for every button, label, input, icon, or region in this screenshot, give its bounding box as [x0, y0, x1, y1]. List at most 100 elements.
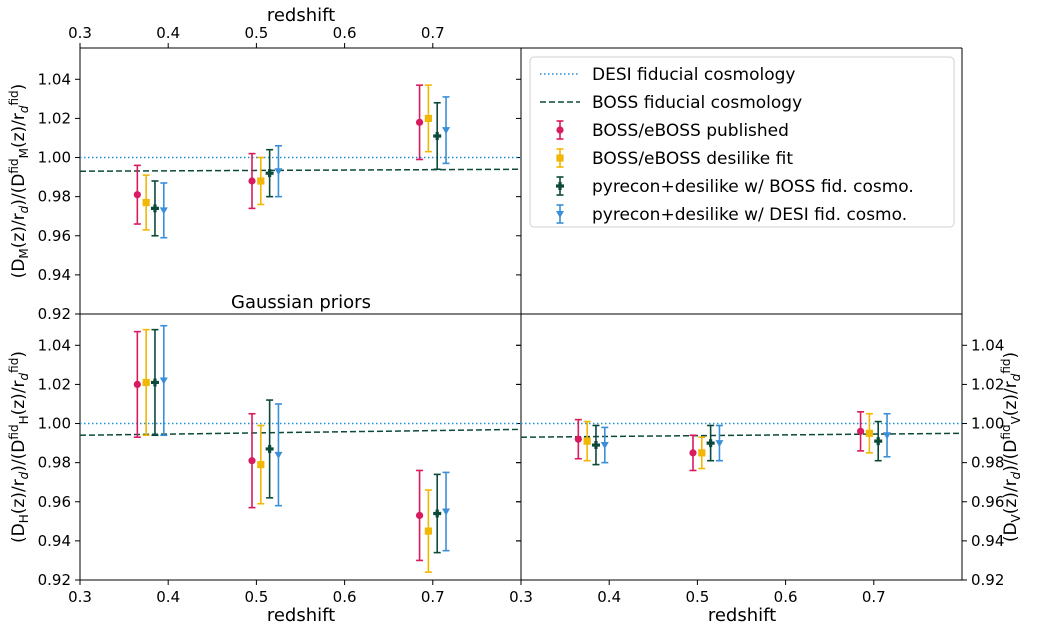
ylabel-part: d — [17, 105, 31, 113]
triangle-marker — [159, 377, 168, 385]
circle-marker — [415, 118, 424, 126]
legend: DESI fiducial cosmology BOSS fiducial cos… — [529, 56, 955, 228]
panel-dh-published-point — [248, 412, 256, 509]
triangle-marker — [274, 168, 283, 176]
legend-label: pyrecon+desilike w/ DESI fid. cosmo. — [592, 205, 907, 225]
panel-dh-published-point — [415, 469, 424, 562]
panel-dv-pyrecon-desi-point — [715, 424, 724, 462]
ylabel-part: d — [1009, 373, 1023, 381]
legend-box — [529, 56, 955, 228]
panel-dm-pyrecon-boss-point — [265, 148, 274, 198]
square-marker — [257, 177, 265, 185]
panel-dm-boss-fiducial-line — [79, 168, 522, 172]
ylabel-part: )/(D — [9, 440, 29, 472]
legend-label: BOSS fiducial cosmology — [592, 93, 802, 113]
ylabel-part: d — [17, 205, 31, 213]
panel-dm-ytick-label: 0.94 — [38, 266, 71, 284]
annotation-gaussian-priors: Gaussian priors — [231, 292, 371, 313]
circle-marker — [574, 435, 582, 443]
panel-dh-xtick-label: 0.6 — [333, 588, 357, 606]
ylabel-part: ) — [1001, 352, 1021, 359]
panel-dh-ytick-label: 0.92 — [38, 571, 71, 589]
panel-dm-top-xtick-label: 0.5 — [244, 24, 268, 42]
cross-marker — [433, 132, 442, 141]
panel-dh-pyrecon-desi-point — [274, 403, 283, 507]
legend-label: pyrecon+desilike w/ BOSS fid. cosmo. — [592, 177, 914, 197]
panel-dm-pyrecon-desi-point — [274, 144, 283, 198]
circle-marker — [248, 177, 256, 185]
square-marker — [583, 437, 591, 445]
panel-dv-pyrecon-boss-point — [874, 420, 883, 462]
cross-marker — [874, 437, 883, 446]
panel-dv-xtick-label: 0.3 — [509, 588, 533, 606]
legend-entry-desi-fid: DESI fiducial cosmology — [540, 65, 795, 85]
ylabel-part: ) — [9, 351, 29, 358]
panel-dh-ytick-label: 1.00 — [38, 415, 71, 433]
ylabel-part: fid — [999, 424, 1013, 439]
panel-dh-pyrecon-boss-point — [433, 473, 442, 554]
square-marker — [698, 449, 706, 457]
panel-dv-ytick-label: 0.98 — [971, 454, 1004, 472]
ylabel-part: (z)/r — [1001, 479, 1021, 514]
cross-marker — [265, 444, 274, 453]
panel-dm-published-point — [133, 164, 141, 225]
legend-entry-desilike: BOSS/eBOSS desilike fit — [556, 148, 793, 169]
panel-dh-desilike-point — [424, 489, 432, 573]
panel-dh-desilike-point — [142, 328, 150, 437]
ylabel-part: (z)/r — [9, 113, 29, 148]
panel-dh-pyrecon-desi-point — [159, 324, 168, 437]
ylabel-part: H — [17, 415, 31, 424]
ylabel-part: ) — [9, 84, 29, 91]
ylabel-part: H — [17, 514, 31, 523]
square-marker — [556, 154, 564, 162]
cross-marker — [150, 378, 159, 387]
labels-layer: redshift Gaussian priors redshift redshi… — [7, 5, 1023, 626]
panel-dv-desilike-point — [583, 420, 591, 462]
panel-dm-pyrecon-boss-point — [433, 101, 442, 171]
triangle-marker — [274, 451, 283, 459]
ylabel-part: V — [1009, 513, 1023, 522]
legend-entry-published: BOSS/eBOSS published — [556, 120, 789, 141]
panel-dv-ytick-label: 1.04 — [971, 336, 1004, 354]
panel-dm-top-xtick-label: 0.6 — [333, 24, 357, 42]
panel-dm-ytick-label: 1.02 — [38, 109, 71, 127]
panel-dv-ytick-label: 0.96 — [971, 493, 1004, 511]
ylabel-part: fid — [7, 358, 21, 373]
panel-dv-desilike-point — [865, 412, 873, 454]
ylabel-part: fid — [7, 90, 21, 105]
ylabel-part: (z)/r — [9, 213, 29, 248]
panel-dv-published-point — [574, 418, 582, 460]
panel-dv-ytick-label: 1.02 — [971, 375, 1004, 393]
panel-dm-published-point — [415, 84, 424, 161]
panel-dv-xtick-label: 0.7 — [862, 588, 886, 606]
square-marker — [142, 378, 150, 387]
ylabel-part: (D — [9, 259, 29, 279]
panel-dv-pyrecon-boss-point — [591, 424, 600, 466]
triangle-marker — [159, 207, 168, 215]
panel-dv-xtick-label: 0.6 — [774, 588, 798, 606]
ylabel-part: )/(D — [9, 174, 29, 206]
triangle-marker — [556, 211, 564, 218]
panel-dm-pyrecon-boss-point — [150, 180, 159, 237]
cross-marker — [556, 182, 565, 190]
panel-dv-pyrecon-desi-point — [600, 426, 609, 464]
ylabel-part: d — [1009, 471, 1023, 479]
panel-dm-published-point — [248, 152, 256, 210]
cross-marker — [591, 441, 600, 450]
panel-dm-top-xtick-label: 0.3 — [68, 24, 92, 42]
triangle-marker — [442, 127, 451, 135]
circle-marker — [133, 191, 141, 199]
circle-marker — [133, 380, 141, 389]
panel-dv-ytick-label: 1.00 — [971, 415, 1004, 433]
ylabel-part: V — [1009, 415, 1023, 424]
square-marker — [424, 114, 432, 123]
cross-marker — [150, 204, 159, 213]
panel-dh-published-point — [133, 330, 141, 439]
triangle-marker — [442, 508, 451, 516]
panel-dv-pyrecon-boss-point — [706, 424, 715, 462]
cross-marker — [433, 509, 442, 518]
panel-dm-top-xtick-label: 0.7 — [421, 24, 445, 42]
panel-dm-ytick-label: 0.98 — [38, 188, 71, 206]
panel-dv-ytick-label: 0.92 — [971, 571, 1004, 589]
panel-dv-published-point — [856, 410, 865, 452]
